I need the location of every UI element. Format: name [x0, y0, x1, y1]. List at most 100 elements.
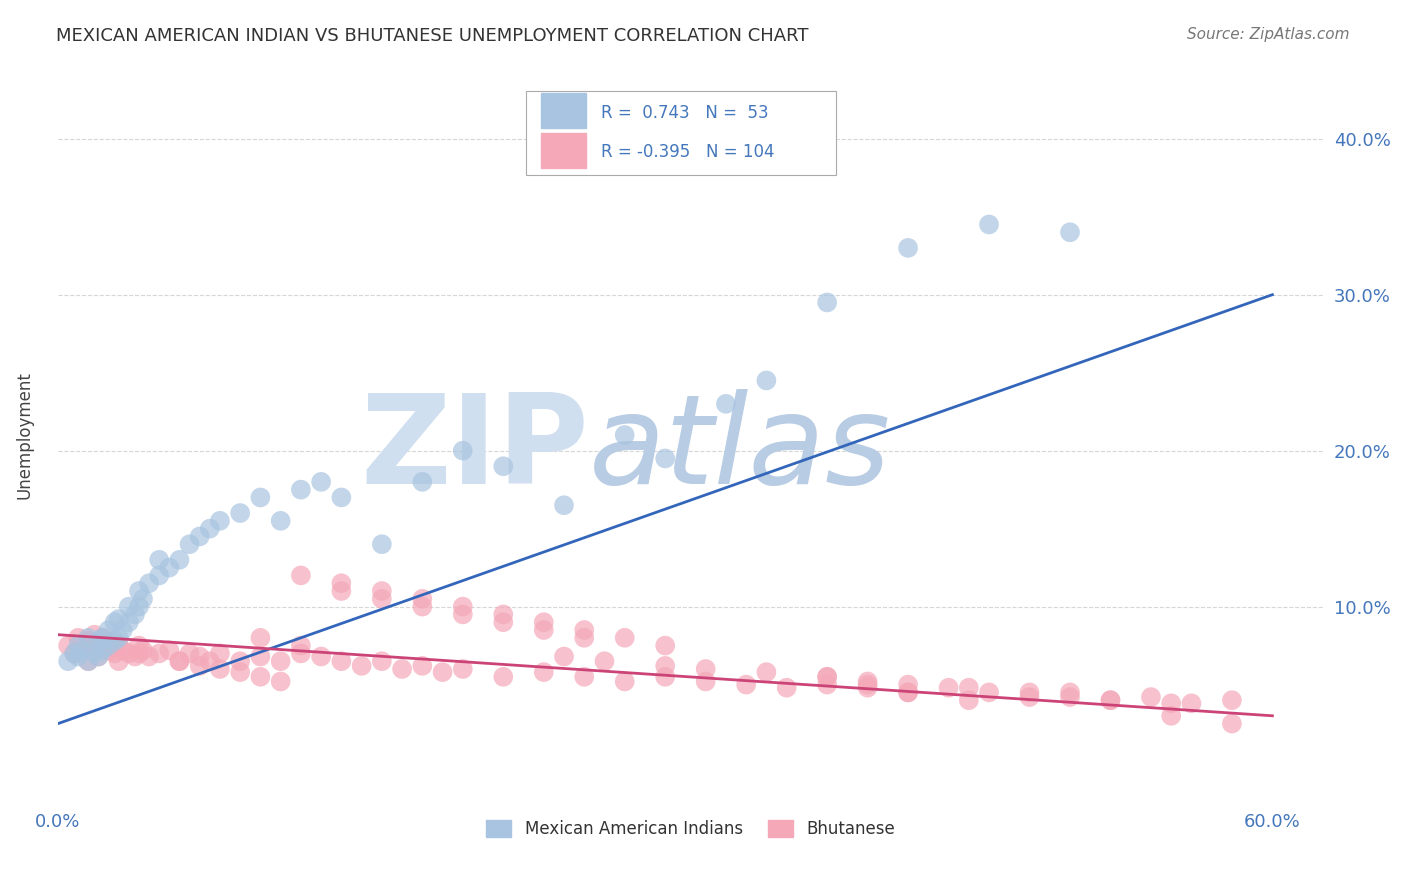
Point: [63, 647, 86, 661]
Point: [755, 374, 778, 388]
Point: [977, 218, 1000, 232]
Point: [1220, 693, 1243, 707]
Point: [755, 665, 778, 679]
Point: [290, 483, 312, 497]
Point: [148, 568, 170, 582]
Point: [492, 607, 515, 622]
Point: [87, 634, 110, 648]
Point: [208, 662, 231, 676]
Point: [574, 670, 596, 684]
Point: [111, 623, 134, 637]
Point: [104, 615, 127, 630]
Point: [124, 649, 146, 664]
Point: [249, 670, 271, 684]
Point: [169, 553, 191, 567]
Point: [198, 522, 221, 536]
Point: [371, 537, 394, 551]
Point: [574, 623, 596, 637]
Point: [613, 674, 636, 689]
Point: [77, 631, 100, 645]
Point: [533, 623, 555, 637]
Point: [111, 643, 134, 657]
Point: [77, 654, 100, 668]
Point: [1140, 690, 1163, 704]
Text: R = -0.395   N = 104: R = -0.395 N = 104: [600, 143, 775, 161]
Point: [451, 599, 474, 614]
Point: [148, 647, 170, 661]
Point: [1059, 685, 1081, 699]
Point: [411, 591, 433, 606]
Point: [138, 649, 160, 664]
FancyBboxPatch shape: [526, 90, 837, 175]
Point: [533, 615, 555, 630]
Point: [107, 639, 129, 653]
Point: [856, 677, 879, 691]
Point: [72, 643, 94, 657]
Point: [97, 623, 120, 637]
Point: [270, 654, 292, 668]
Point: [309, 475, 332, 489]
Point: [957, 681, 980, 695]
Point: [553, 649, 575, 664]
Point: [815, 295, 838, 310]
Point: [208, 514, 231, 528]
Point: [897, 685, 920, 699]
Point: [856, 674, 879, 689]
Point: [815, 677, 838, 691]
Point: [77, 654, 100, 668]
Point: [897, 677, 920, 691]
Point: [957, 693, 980, 707]
Point: [432, 665, 454, 679]
Point: [128, 599, 150, 614]
Point: [128, 639, 150, 653]
Point: [83, 647, 105, 661]
Point: [553, 498, 575, 512]
Point: [229, 506, 252, 520]
Point: [411, 475, 433, 489]
Point: [1160, 708, 1182, 723]
Point: [63, 647, 86, 661]
Point: [654, 670, 676, 684]
Point: [97, 639, 120, 653]
Point: [290, 639, 312, 653]
Text: MEXICAN AMERICAN INDIAN VS BHUTANESE UNEMPLOYMENT CORRELATION CHART: MEXICAN AMERICAN INDIAN VS BHUTANESE UNE…: [56, 27, 808, 45]
Point: [97, 634, 120, 648]
Point: [188, 659, 211, 673]
Point: [330, 654, 353, 668]
Point: [128, 647, 150, 661]
Point: [654, 659, 676, 673]
Point: [87, 639, 110, 653]
Point: [309, 649, 332, 664]
Point: [1059, 225, 1081, 239]
Point: [451, 662, 474, 676]
Point: [330, 576, 353, 591]
Point: [104, 634, 127, 648]
Point: [179, 647, 201, 661]
Point: [1160, 696, 1182, 710]
Point: [1099, 693, 1122, 707]
Point: [938, 681, 960, 695]
Point: [1059, 690, 1081, 704]
Point: [87, 649, 110, 664]
Text: atlas: atlas: [589, 389, 891, 510]
Point: [118, 615, 141, 630]
Point: [107, 612, 129, 626]
Point: [67, 649, 90, 664]
Point: [91, 631, 114, 645]
Point: [492, 615, 515, 630]
Point: [249, 649, 271, 664]
Point: [371, 591, 394, 606]
Point: [229, 665, 252, 679]
Point: [735, 677, 758, 691]
Point: [1180, 696, 1202, 710]
Point: [229, 654, 252, 668]
Point: [695, 662, 717, 676]
Point: [815, 670, 838, 684]
Point: [118, 647, 141, 661]
Bar: [541, 94, 585, 128]
Point: [157, 560, 180, 574]
Point: [188, 529, 211, 543]
Point: [56, 654, 79, 668]
Point: [104, 647, 127, 661]
Point: [157, 643, 180, 657]
